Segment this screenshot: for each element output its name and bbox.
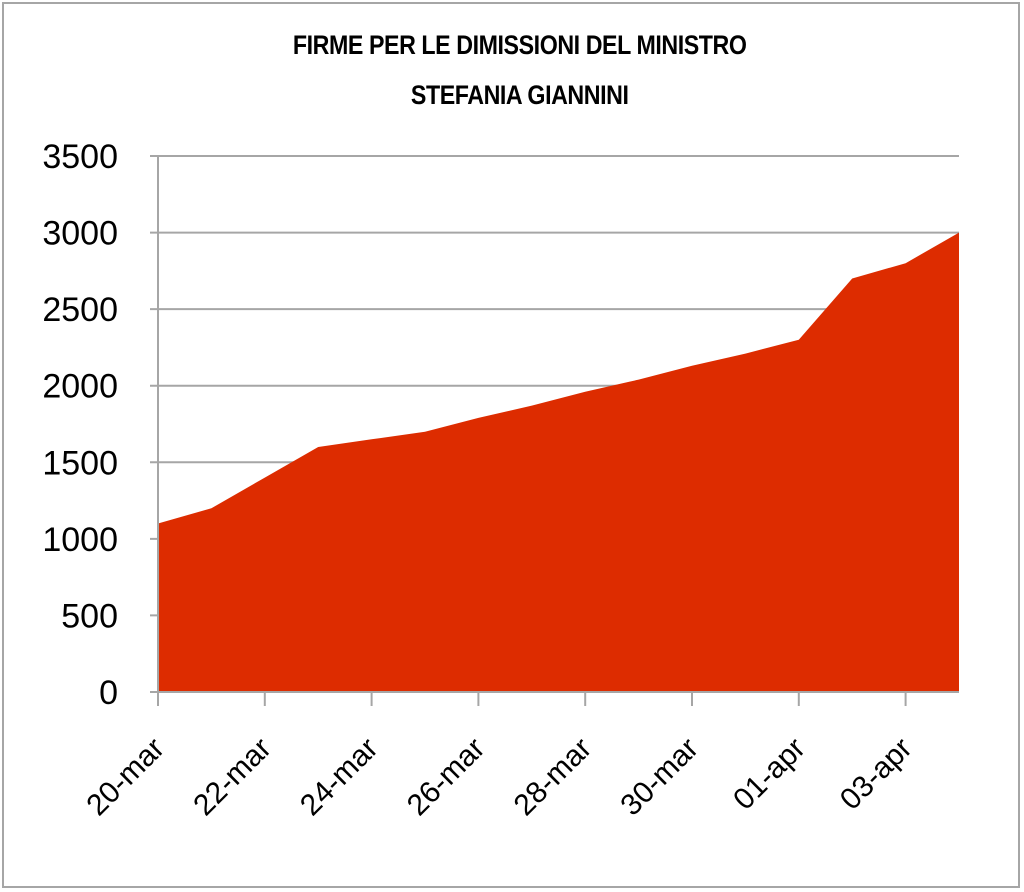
x-tick-label: 28-mar [508,732,599,823]
y-tick-label: 2000 [42,368,118,406]
x-tick-label: 24-mar [294,732,385,823]
x-tick-label: 20-mar [80,732,171,823]
y-tick-label: 3500 [42,138,118,176]
data-area [158,232,959,692]
series-area-firme [158,232,959,692]
y-tick-label: 500 [61,597,118,635]
x-axis-labels: 20-mar 22-mar 24-mar 26-mar 28-mar 30-mar 01-a… [80,732,918,823]
y-tick-label: 3000 [42,215,118,253]
y-axis-labels: 0 500 1000 1500 2000 2500 3000 3500 [42,138,118,712]
y-tick-label: 2500 [42,291,118,329]
y-tick-label: 0 [99,674,118,712]
chart-title-line-1: FIRME PER LE DIMISSIONI DEL MINISTRO [292,30,747,60]
x-tick-label: 30-mar [614,732,705,823]
axes [150,156,959,706]
x-tick-label: 22-mar [187,732,278,823]
y-tick-label: 1000 [42,521,118,559]
x-tick-label: 01-apr [727,732,812,817]
chart-title-line-2: STEFANIA GIANNINI [410,80,629,110]
y-tick-label: 1500 [42,444,118,482]
x-tick-label: 26-mar [401,732,492,823]
x-tick-label: 03-apr [834,732,919,817]
